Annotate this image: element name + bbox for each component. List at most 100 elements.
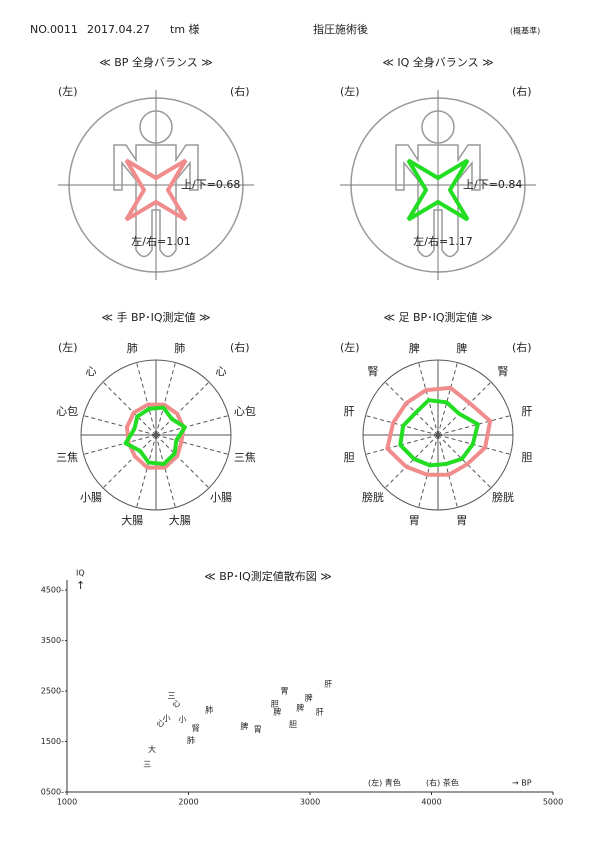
radar-spoke <box>384 434 439 489</box>
radar-category: 大腸 <box>121 513 143 527</box>
y-tick-label: 4500- <box>41 586 64 595</box>
radar-category: 胆 <box>344 451 355 464</box>
scatter-point: 腎 <box>192 724 200 733</box>
balance-star <box>124 158 188 222</box>
scatter-point: 脾 <box>240 721 248 731</box>
figure-head <box>139 110 173 144</box>
radar-spoke <box>83 415 157 436</box>
radar-spoke <box>155 434 229 455</box>
right-label: (右) <box>230 340 250 354</box>
y-axis-arrow: ↑ <box>76 579 85 592</box>
scatter-point: 肝 <box>324 679 332 688</box>
figure-head <box>421 110 455 144</box>
right-label: (右) <box>512 84 532 98</box>
x-tick-label: 5000 <box>543 798 563 807</box>
radar-spoke <box>437 434 458 508</box>
radar-category: 脾 <box>456 341 467 355</box>
x-tick-label: 4000 <box>421 798 441 807</box>
right-label: (右) <box>230 84 250 98</box>
legend-entry: (右) 茶色 <box>426 778 459 788</box>
left-right-ratio: 左/右=1.17 <box>413 234 472 248</box>
scatter-point: 胆 <box>271 700 279 709</box>
balance-star <box>406 158 470 222</box>
radar-category: 三焦 <box>56 451 78 464</box>
radar-category: 肺 <box>174 342 185 355</box>
radar-category: 肝 <box>344 405 355 418</box>
scatter-point: 三 <box>143 760 151 769</box>
figure-body <box>113 144 199 258</box>
legend-entry: (左) 青色 <box>368 778 401 788</box>
radar-category: 膀胱 <box>362 490 384 504</box>
radar-spoke <box>155 434 210 489</box>
up-down-ratio: 上/下=0.68 <box>181 178 240 191</box>
scatter-point: 肺 <box>187 736 195 745</box>
radar-spoke <box>155 362 176 436</box>
y-axis-label: IQ <box>76 569 85 578</box>
radar-category: 小腸 <box>210 491 232 504</box>
x-tick-label: 3000 <box>300 798 320 807</box>
radar-category: 心 <box>216 365 227 378</box>
radar-spoke <box>83 434 157 455</box>
scatter-point: 脾 <box>296 703 304 713</box>
radar-category: 腎 <box>367 365 378 378</box>
radar-spoke <box>384 381 439 436</box>
scatter-point: 肺 <box>205 706 213 715</box>
scatter-point: 心 <box>172 700 180 709</box>
radar-category: 心 <box>85 365 96 378</box>
right-label: (右) <box>512 340 532 354</box>
radar-title: ≪ 足 BP･IQ測定値 ≫ <box>383 310 492 324</box>
radar-category: 大腸 <box>169 513 191 527</box>
left-label: (左) <box>58 85 78 98</box>
scatter-point: 小 <box>178 715 186 724</box>
radar-spoke <box>437 434 492 489</box>
scatter-point: 胆 <box>289 720 297 729</box>
client-name: tm 様 <box>170 22 200 36</box>
figure-body <box>395 144 481 258</box>
session-title: 指圧施術後 <box>313 22 368 36</box>
y-tick-label: 3500- <box>41 636 64 645</box>
scatter-point: 大 <box>148 744 156 754</box>
radar-spoke <box>437 381 492 436</box>
y-tick-label: 1500- <box>41 737 64 746</box>
scatter-point: 心 <box>157 719 165 728</box>
radar-spoke <box>155 434 176 508</box>
scatter-point: 肝 <box>316 708 324 717</box>
radar-category: 三焦 <box>234 451 256 464</box>
radar-category: 腎 <box>498 365 509 378</box>
radar-spoke <box>437 362 458 436</box>
left-right-ratio: 左/右=1.01 <box>131 234 190 248</box>
radar-polygon <box>398 398 480 468</box>
radar-category: 脾 <box>409 341 420 355</box>
left-label: (左) <box>340 341 360 354</box>
scatter-point: 胃 <box>254 725 262 734</box>
radar-category: 小腸 <box>80 491 102 504</box>
x-axis-label: → BP <box>512 779 532 788</box>
left-label: (左) <box>58 341 78 354</box>
x-tick-label: 2000 <box>178 798 198 807</box>
scatter-point: 三 <box>167 692 175 701</box>
basis-note: (概基準) <box>510 26 540 36</box>
radar-title: ≪ 手 BP･IQ測定値 ≫ <box>101 310 210 324</box>
radar-spoke <box>155 381 210 436</box>
y-tick-label: 0500- <box>41 788 64 797</box>
radar-category: 胃 <box>456 514 467 527</box>
radar-category: 胆 <box>521 451 532 464</box>
scatter-point: 脾 <box>305 693 313 703</box>
scatter-point: 小 <box>163 714 171 723</box>
radar-spoke <box>136 362 157 436</box>
scatter-title: ≪ BP･IQ測定値散布図 ≫ <box>204 569 332 583</box>
scatter-point: 脾 <box>273 707 281 717</box>
radar-category: 胃 <box>409 514 420 527</box>
radar-spoke <box>437 415 511 436</box>
panel-title: ≪ BP 全身バランス ≫ <box>99 55 212 69</box>
radar-polygon <box>385 385 493 477</box>
radar-category: 肝 <box>521 405 532 418</box>
scatter-point: 胃 <box>280 687 288 696</box>
record-number: NO.0011 <box>30 23 78 36</box>
radar-category: 膀胱 <box>492 490 514 504</box>
y-tick-label: 2500- <box>41 687 64 696</box>
left-label: (左) <box>340 85 360 98</box>
radar-category: 肺 <box>127 342 138 355</box>
radar-category: 心包 <box>56 405 78 418</box>
radar-spoke <box>136 434 157 508</box>
